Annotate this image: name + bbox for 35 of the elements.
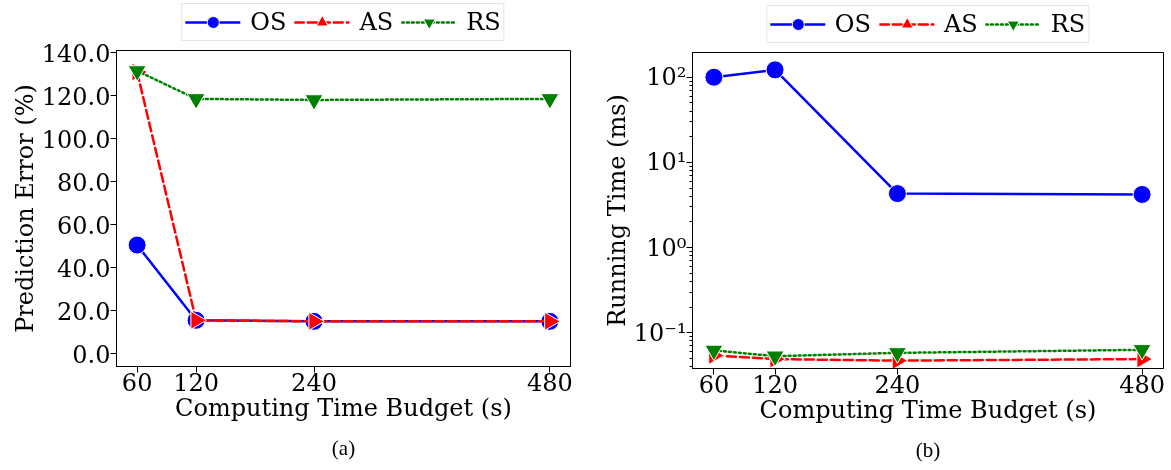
x-tick-label: 60 (698, 370, 730, 399)
y-tick-label: 80.0 (57, 168, 111, 197)
legend-label: RS (1050, 10, 1086, 38)
point (765, 60, 785, 80)
y-tick-label: 100.0 (41, 125, 111, 154)
y-tick-label: 20.0 (57, 297, 111, 326)
y-tick-label: 10² (646, 63, 687, 92)
y-tick-label: 40.0 (57, 254, 111, 283)
y-tick-label: 120.0 (41, 82, 111, 111)
legend-label: RS (466, 8, 501, 36)
y-tick-label: 10⁻¹ (633, 318, 687, 347)
y-tick-label: 10⁰ (646, 233, 687, 262)
y-axis-title: Running Time (ms) (602, 94, 631, 327)
legend-label: OS (834, 10, 871, 38)
point (887, 184, 907, 204)
point (304, 94, 324, 111)
y-tick-label: 140.0 (41, 39, 111, 68)
point (127, 65, 147, 82)
y-tick-label: 10¹ (646, 148, 687, 177)
x-tick-label: 480 (1119, 370, 1165, 399)
legend-label: OS (250, 8, 287, 36)
y-axis-title: Prediction Error (%) (10, 84, 39, 333)
point (186, 93, 206, 110)
legend-label: AS (943, 10, 978, 38)
legend-label: AS (359, 8, 394, 36)
x-tick-label: 60 (121, 368, 153, 397)
y-tick-label: 0.0 (72, 340, 111, 369)
point (540, 93, 560, 110)
point (127, 235, 147, 255)
x-tick-label: 480 (526, 368, 573, 397)
point (704, 67, 724, 87)
point (1132, 184, 1152, 204)
y-tick-label: 60.0 (57, 211, 111, 240)
text: (a) (331, 435, 356, 460)
text: (b) (915, 437, 941, 462)
